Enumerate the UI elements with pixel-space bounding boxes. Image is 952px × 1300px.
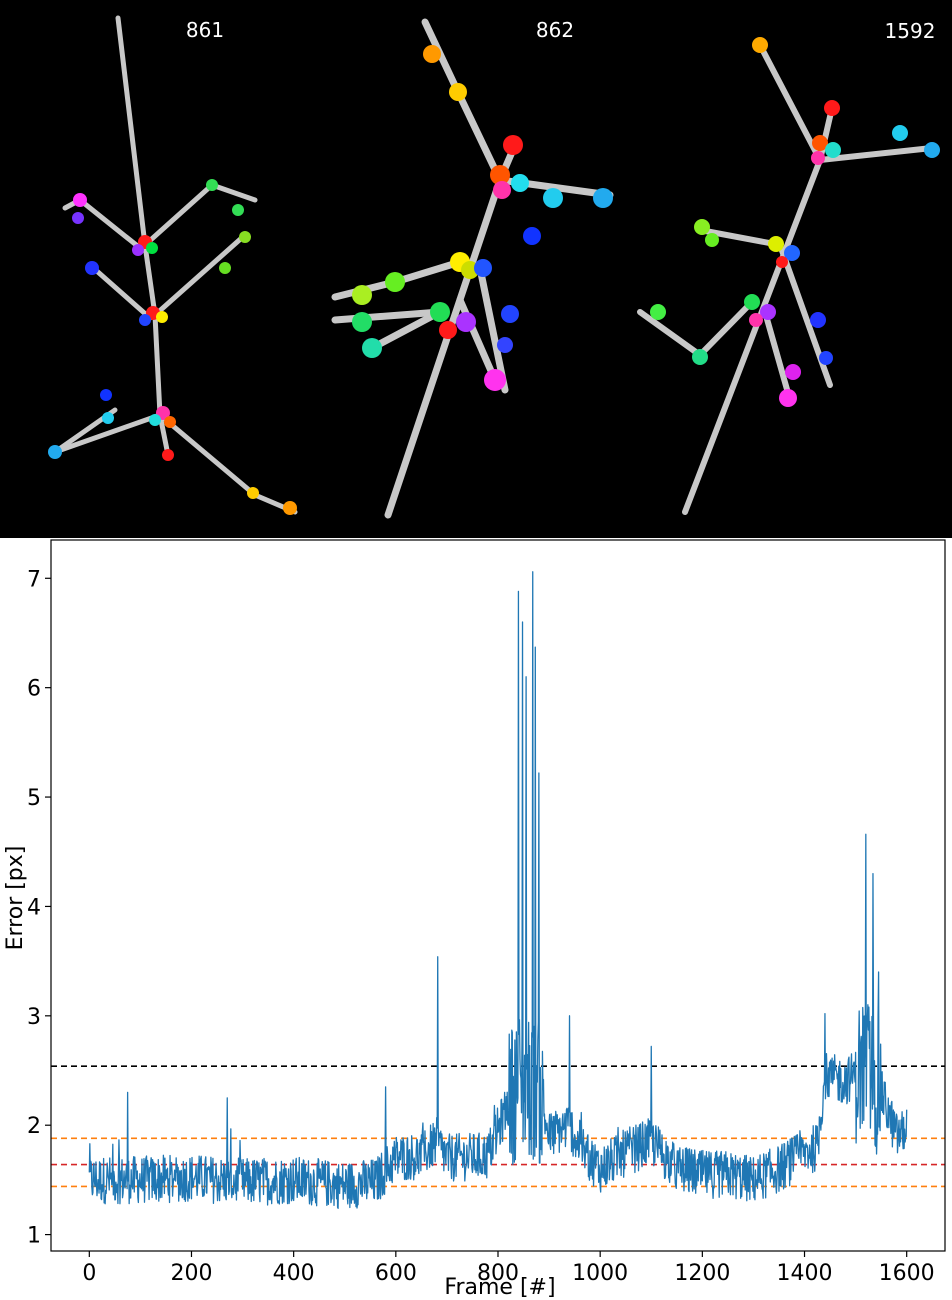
error-chart: 0 200 400 600 800 1000 1200 1400 1600 1 2 3 4 5 6 7 Fr… — [0, 538, 952, 1300]
error-series-line — [88, 571, 908, 1209]
y-tick-label: 1 — [27, 1224, 41, 1249]
x-tick-label: 1400 — [777, 1261, 833, 1286]
x-tick-label: 1600 — [879, 1261, 935, 1286]
x-tick-label: 400 — [273, 1261, 315, 1286]
panel-label-862: 862 — [536, 18, 574, 42]
y-tick-label: 7 — [27, 567, 41, 592]
x-ticks: 0 200 400 600 800 1000 1200 1400 1600 — [82, 1251, 935, 1286]
y-tick-label: 3 — [27, 1005, 41, 1030]
panel-861: 861 — [48, 15, 298, 515]
x-tick-label: 200 — [170, 1261, 212, 1286]
y-tick-label: 5 — [27, 786, 41, 811]
skeleton-joints-861 — [48, 179, 297, 515]
skeleton-joints-1592 — [650, 37, 940, 407]
y-tick-label: 2 — [27, 1114, 41, 1139]
skeleton-panels: 861 — [0, 0, 952, 538]
x-tick-label: 1000 — [572, 1261, 628, 1286]
skeleton-bones-861 — [52, 15, 298, 515]
panel-label-1592: 1592 — [885, 19, 936, 43]
skeleton-bones-1592 — [637, 42, 935, 515]
x-tick-label: 1200 — [674, 1261, 730, 1286]
panel-862: 862 — [331, 18, 614, 519]
x-tick-label: 800 — [477, 1261, 519, 1286]
y-axis-label: Error [px] — [3, 846, 28, 951]
x-tick-label: 0 — [82, 1261, 96, 1286]
y-tick-label: 4 — [27, 895, 41, 920]
x-axis-label: Frame [#] — [444, 1275, 555, 1300]
y-tick-label: 6 — [27, 677, 41, 702]
panel-1592: 1592 — [637, 19, 940, 515]
series-layer — [88, 571, 908, 1209]
skeleton-bones-862 — [331, 18, 614, 519]
panel-label-861: 861 — [186, 18, 224, 42]
skeleton-joints-862 — [352, 45, 613, 391]
x-tick-label: 600 — [375, 1261, 417, 1286]
y-ticks: 1 2 3 4 5 6 7 — [27, 567, 51, 1249]
